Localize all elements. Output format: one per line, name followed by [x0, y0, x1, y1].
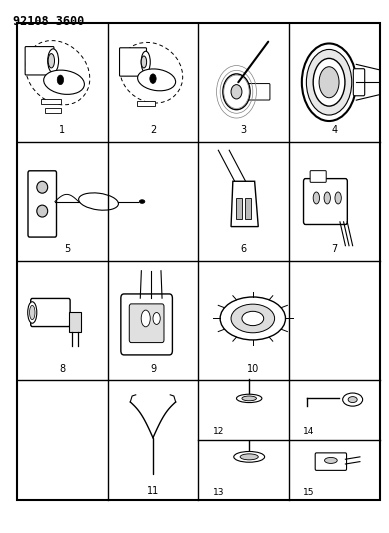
FancyBboxPatch shape	[129, 304, 164, 343]
Ellipse shape	[28, 302, 37, 323]
Ellipse shape	[141, 51, 150, 72]
Ellipse shape	[335, 192, 341, 204]
Ellipse shape	[234, 451, 265, 462]
Text: 2: 2	[150, 125, 156, 135]
Ellipse shape	[324, 457, 337, 463]
Ellipse shape	[37, 205, 48, 217]
Text: 9: 9	[150, 364, 156, 374]
Ellipse shape	[138, 69, 175, 91]
Ellipse shape	[231, 85, 242, 99]
Bar	[245, 198, 251, 220]
Polygon shape	[231, 181, 258, 227]
Text: 15: 15	[303, 488, 315, 497]
Ellipse shape	[319, 67, 339, 98]
Ellipse shape	[343, 393, 363, 406]
Ellipse shape	[150, 74, 156, 84]
Text: 14: 14	[303, 427, 315, 435]
Ellipse shape	[240, 454, 258, 460]
Bar	[137, 101, 155, 106]
Text: 6: 6	[241, 244, 247, 254]
Ellipse shape	[313, 59, 345, 106]
FancyBboxPatch shape	[249, 84, 270, 100]
FancyBboxPatch shape	[25, 46, 54, 75]
Bar	[45, 109, 61, 114]
Ellipse shape	[139, 200, 145, 203]
Ellipse shape	[44, 70, 84, 94]
Ellipse shape	[324, 192, 330, 204]
Text: 92108 3600: 92108 3600	[13, 14, 84, 28]
Ellipse shape	[307, 50, 352, 115]
FancyBboxPatch shape	[353, 69, 365, 96]
Text: 1: 1	[59, 125, 65, 135]
Ellipse shape	[237, 394, 262, 402]
Ellipse shape	[57, 75, 63, 85]
Text: 4: 4	[331, 125, 338, 135]
Text: 3: 3	[241, 125, 247, 135]
FancyBboxPatch shape	[31, 298, 70, 327]
Bar	[68, 312, 81, 332]
Ellipse shape	[242, 311, 264, 326]
Text: 5: 5	[65, 244, 71, 254]
Ellipse shape	[231, 304, 275, 333]
FancyBboxPatch shape	[315, 453, 347, 470]
Ellipse shape	[313, 192, 319, 204]
Text: 13: 13	[212, 488, 224, 497]
FancyBboxPatch shape	[119, 48, 147, 76]
Ellipse shape	[48, 54, 54, 68]
FancyBboxPatch shape	[121, 294, 172, 355]
Text: 10: 10	[247, 364, 259, 374]
Text: 11: 11	[147, 487, 159, 496]
Text: 7: 7	[331, 244, 338, 254]
Ellipse shape	[141, 310, 150, 327]
Ellipse shape	[79, 193, 118, 210]
Ellipse shape	[141, 56, 147, 68]
Text: 12: 12	[213, 427, 224, 435]
FancyBboxPatch shape	[28, 171, 56, 237]
Ellipse shape	[48, 49, 59, 72]
FancyBboxPatch shape	[310, 171, 326, 182]
Ellipse shape	[348, 397, 357, 402]
FancyBboxPatch shape	[303, 179, 347, 224]
Ellipse shape	[223, 74, 250, 110]
Bar	[41, 99, 61, 104]
Ellipse shape	[153, 312, 160, 325]
Ellipse shape	[302, 44, 356, 121]
Ellipse shape	[30, 305, 35, 320]
Text: 8: 8	[59, 364, 65, 374]
Bar	[236, 198, 242, 220]
Ellipse shape	[220, 297, 286, 340]
Ellipse shape	[242, 396, 256, 401]
Ellipse shape	[37, 181, 48, 193]
